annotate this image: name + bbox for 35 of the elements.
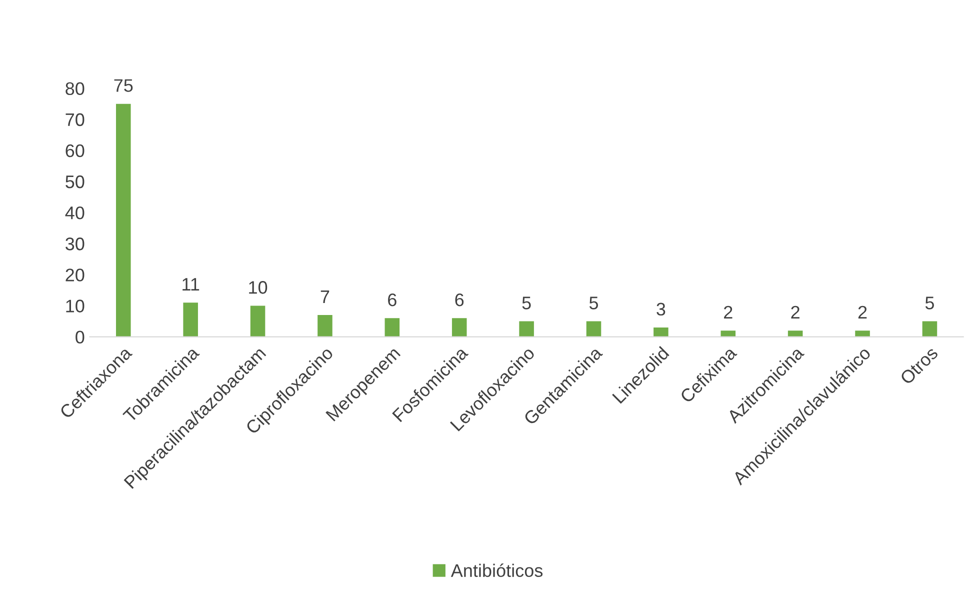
bar xyxy=(116,104,131,337)
bar xyxy=(250,306,266,337)
data-label: 75 xyxy=(114,79,133,92)
data-label: 2 xyxy=(724,306,732,318)
bar xyxy=(318,315,332,337)
bar xyxy=(586,321,602,337)
bar xyxy=(452,318,467,337)
data-label: 11 xyxy=(182,278,200,291)
y-tick-label: 60 xyxy=(66,144,84,158)
legend-label: Antibióticos xyxy=(450,564,543,577)
bar xyxy=(922,321,938,337)
y-tick-label: 80 xyxy=(66,82,84,96)
y-tick-label: 70 xyxy=(66,113,84,126)
y-tick-label: 30 xyxy=(66,238,84,250)
data-label: 2 xyxy=(858,306,867,318)
data-label: 2 xyxy=(791,306,800,318)
data-label: 5 xyxy=(925,296,934,310)
data-label: 5 xyxy=(522,296,531,310)
y-tick-label: 20 xyxy=(66,268,84,282)
y-tick-label: 0 xyxy=(76,330,84,344)
data-label: 3 xyxy=(656,302,666,316)
y-tick-label: 10 xyxy=(66,300,84,312)
data-label: 6 xyxy=(388,293,396,306)
data-label: 5 xyxy=(589,296,598,310)
data-label: 7 xyxy=(320,290,330,303)
y-tick-label: 50 xyxy=(66,175,84,188)
bar xyxy=(183,302,198,337)
bar xyxy=(654,327,668,337)
y-tick-label: 40 xyxy=(65,206,84,220)
data-label: 10 xyxy=(249,281,268,294)
bar xyxy=(855,330,870,337)
bar xyxy=(384,318,400,337)
bar xyxy=(519,321,534,337)
data-label: 6 xyxy=(455,293,464,306)
bar xyxy=(720,330,736,337)
